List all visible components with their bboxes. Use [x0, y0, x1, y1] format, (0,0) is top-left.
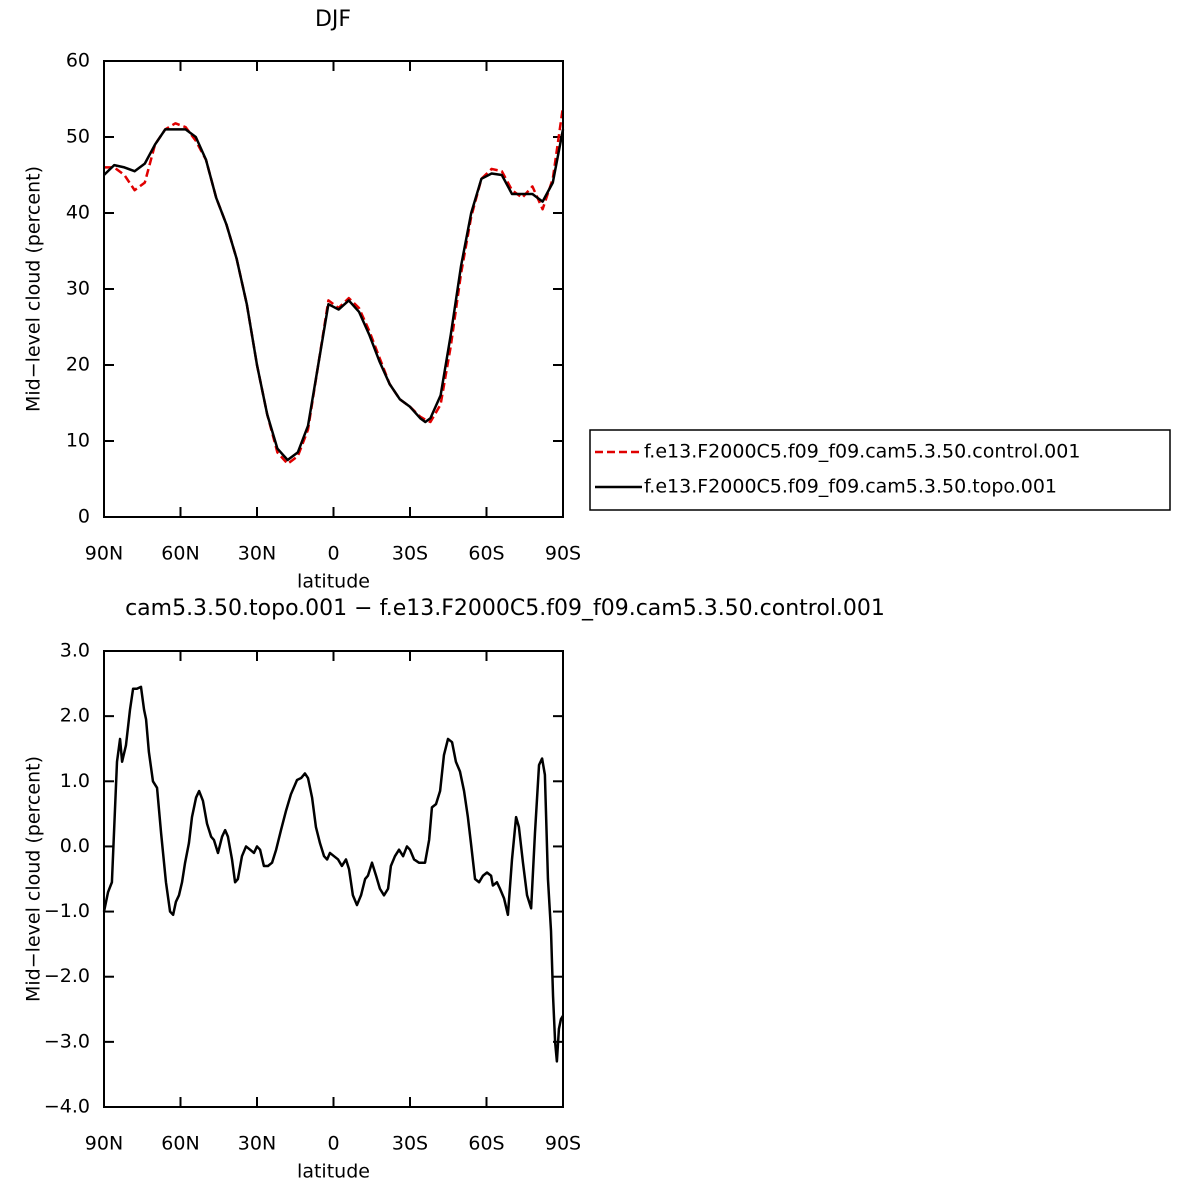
chart-title: DJF	[315, 7, 351, 32]
series-line	[104, 106, 565, 466]
x-tick-label: 90S	[545, 543, 581, 565]
y-tick-label: 0.0	[60, 835, 90, 857]
y-tick-label: 2.0	[60, 705, 90, 727]
x-tick-label: 60N	[161, 543, 199, 565]
y-tick-label: −4.0	[44, 1096, 90, 1118]
x-tick-label: 30N	[238, 1133, 276, 1155]
y-tick-label: −1.0	[44, 900, 90, 922]
y-tick-label: 30	[66, 278, 90, 300]
x-tick-label: 60S	[468, 1133, 504, 1155]
x-tick-label: 30S	[392, 543, 428, 565]
x-axis-label: latitude	[297, 1161, 370, 1183]
x-tick-label: 60S	[468, 543, 504, 565]
y-tick-label: −2.0	[44, 965, 90, 987]
y-tick-label: 60	[66, 50, 90, 72]
y-tick-label: 3.0	[60, 640, 90, 662]
chart-title: cam5.3.50.topo.001 − f.e13.F2000C5.f09_f…	[125, 596, 885, 621]
y-tick-label: 20	[66, 354, 90, 376]
y-tick-label: 40	[66, 202, 90, 224]
x-tick-label: 0	[327, 1133, 339, 1155]
plot-frame	[103, 60, 564, 518]
legend-label: f.e13.F2000C5.f09_f09.cam5.3.50.topo.001	[644, 476, 1057, 498]
series-line	[103, 128, 565, 462]
y-axis-label: Mid−level cloud (percent)	[23, 166, 45, 412]
x-tick-label: 90N	[85, 543, 123, 565]
y-tick-label: 0	[78, 506, 90, 528]
legend-box	[589, 429, 1171, 511]
x-axis-label: latitude	[297, 571, 370, 593]
x-tick-label: 0	[327, 543, 339, 565]
y-tick-label: −3.0	[44, 1030, 90, 1052]
legend-label: f.e13.F2000C5.f09_f09.cam5.3.50.control.…	[644, 441, 1080, 463]
x-tick-label: 30S	[392, 1133, 428, 1155]
y-tick-label: 10	[66, 430, 90, 452]
x-tick-label: 30N	[238, 543, 276, 565]
y-axis-label: Mid−level cloud (percent)	[23, 756, 45, 1002]
plot-frame	[103, 650, 564, 1108]
y-tick-label: 1.0	[60, 770, 90, 792]
series-line	[102, 685, 565, 1063]
x-tick-label: 90N	[85, 1133, 123, 1155]
x-tick-label: 60N	[161, 1133, 199, 1155]
x-tick-label: 90S	[545, 1133, 581, 1155]
y-tick-label: 50	[66, 126, 90, 148]
